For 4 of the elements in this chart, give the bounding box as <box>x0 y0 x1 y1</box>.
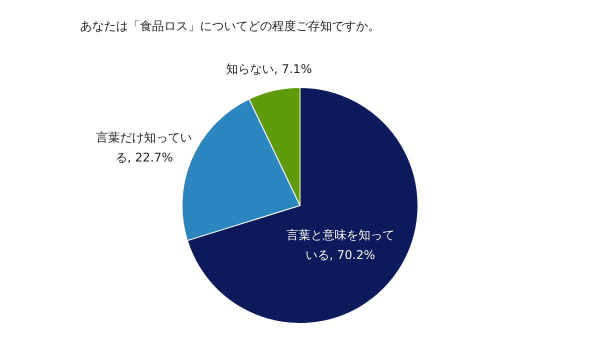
slice-label: 知らない, 7.1% <box>226 62 312 76</box>
slice-label: 言葉と意味を知っている, 70.2% <box>286 228 394 262</box>
slice-label: 言葉だけ知っている, 22.7% <box>96 130 192 164</box>
chart-title: あなたは「食品ロス」についてどの程度ご存知ですか。 <box>80 18 380 33</box>
